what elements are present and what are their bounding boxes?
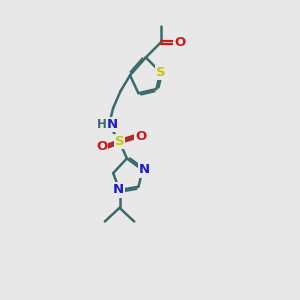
Text: N: N <box>113 184 124 196</box>
Text: S: S <box>115 135 124 148</box>
Text: S: S <box>156 66 165 79</box>
Text: N: N <box>139 164 150 176</box>
Text: O: O <box>175 36 186 49</box>
Text: O: O <box>135 130 146 143</box>
Text: H: H <box>97 118 107 131</box>
Text: N: N <box>106 118 118 131</box>
Text: O: O <box>96 140 107 153</box>
